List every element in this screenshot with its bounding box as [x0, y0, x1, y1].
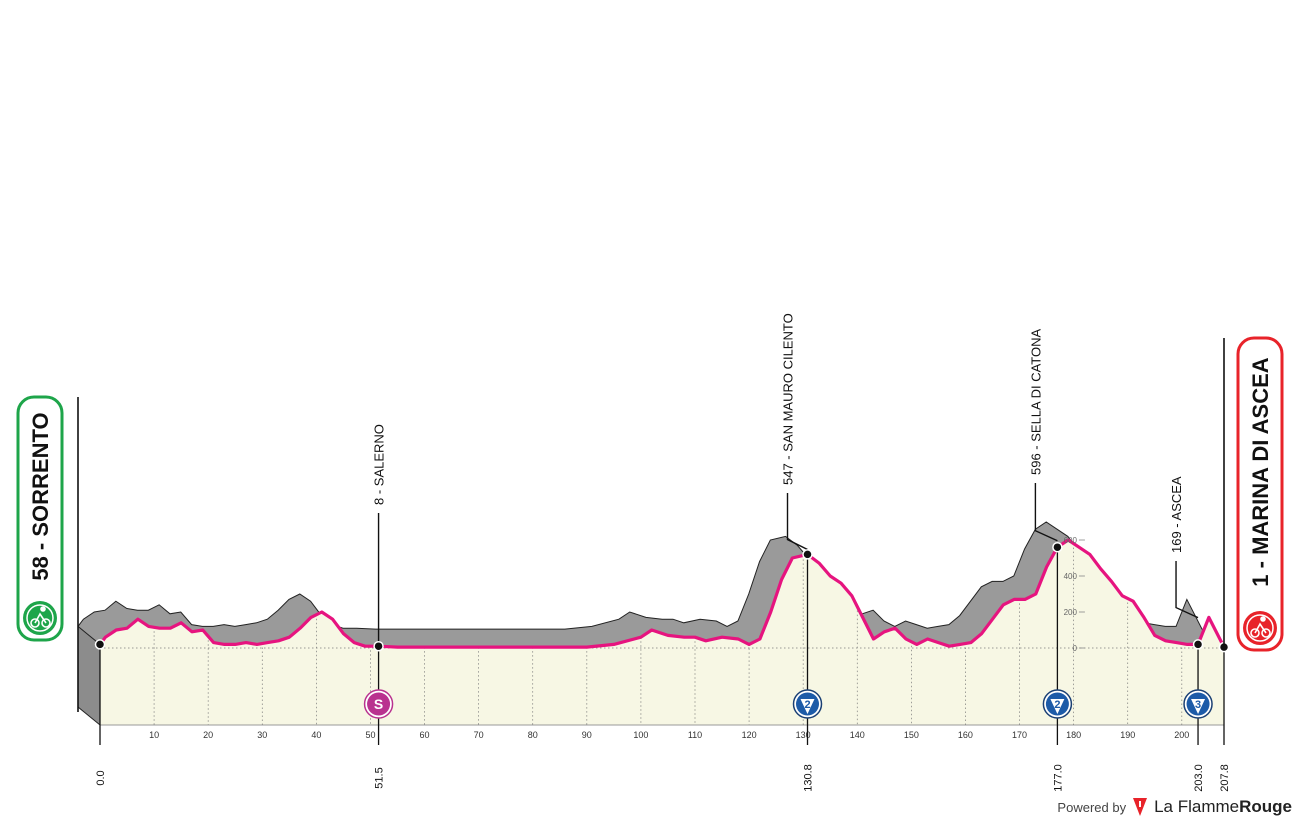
cyclist-body: [1254, 622, 1267, 634]
km-marker-dot: [373, 640, 384, 652]
x-tick-label: 160: [958, 730, 973, 740]
start-banner: 58 - SORRENTO: [16, 395, 64, 642]
km-marker-dot: [94, 639, 106, 650]
finish-banner-frame: [1236, 336, 1284, 652]
annotation-label: 169 - ASCEA: [1169, 476, 1184, 553]
y-axis: 0 200 400 600: [1064, 536, 1085, 653]
badge-label: 2: [804, 699, 810, 711]
x-tick-label: 10: [149, 730, 159, 740]
powered-by-label: Powered by: [1057, 799, 1127, 815]
start-banner-disc: [23, 601, 57, 635]
flame-logo-icon: [1133, 798, 1148, 816]
badge-triangle: [1191, 699, 1206, 714]
climb-annotations: 8 - SALERNO 547 - SAN MAURO CILENTO 596 - …: [372, 313, 1199, 647]
badge-disc: [367, 692, 391, 716]
y-tick-label: 0: [1072, 644, 1077, 653]
km-marker-label: 51.5: [374, 767, 386, 788]
brand-bold: Rouge: [1239, 797, 1292, 816]
climb-category-badge: 2: [792, 689, 823, 719]
x-tick-label: 80: [528, 730, 538, 740]
annotation-label: 8 - SALERNO: [372, 424, 387, 505]
x-tick-label: 70: [474, 730, 484, 740]
profile-line: [98, 538, 1226, 649]
start-finish-banners: 58 - SORRENTO 1 - MARINA DI ASCEA: [16, 336, 1284, 712]
x-tick-label: 190: [1120, 730, 1135, 740]
finish-banner-label: 1 - MARINA DI ASCEA: [1248, 357, 1273, 586]
km-marker-dot: [1052, 541, 1063, 553]
x-tick-label: 20: [203, 730, 213, 740]
y-tick-label: 400: [1064, 572, 1078, 581]
badge-triangle: [1050, 699, 1065, 714]
powered-by-footer: Powered by La FlammeRouge: [1057, 797, 1292, 817]
badge-label: 2: [1054, 699, 1060, 711]
brand-light: La Flamme: [1154, 797, 1240, 816]
x-tick-label: 200: [1174, 730, 1189, 740]
y-tick-label: 200: [1064, 608, 1078, 617]
x-tick-label: 40: [311, 730, 321, 740]
climb-category-badge: 3: [1183, 689, 1213, 719]
badge-triangle: [800, 699, 815, 714]
km-marker-label: 0.0: [95, 770, 107, 785]
annotation-leader: [1175, 561, 1199, 619]
brand-name: La FlammeRouge: [1154, 797, 1292, 817]
cyclist-icon: [1250, 616, 1271, 638]
km-marker-label: 130.8: [803, 764, 815, 792]
wheel-rear: [1250, 628, 1260, 638]
x-tick-label: 130: [796, 730, 811, 740]
annotation-label: 596 - SELLA DI CATONA: [1028, 328, 1043, 475]
cyclist-head: [1260, 616, 1266, 622]
cyclist-head: [40, 606, 46, 612]
x-tick-label: 180: [1066, 730, 1081, 740]
x-tick-label: 170: [1012, 730, 1027, 740]
km-marker-label: 203.0: [1193, 764, 1205, 792]
km-marker-label: 177.0: [1052, 764, 1064, 792]
km-marker-label: 207.8: [1219, 764, 1231, 792]
x-tick-label: 140: [850, 730, 865, 740]
climb-category-badge: 2: [1042, 689, 1073, 719]
wheel-front: [1261, 628, 1271, 638]
start-banner-ring: [26, 604, 54, 632]
x-tick-label: 150: [904, 730, 919, 740]
x-tick-label: 50: [365, 730, 375, 740]
profile-path: [98, 538, 1226, 649]
x-tick-label: 110: [688, 730, 702, 740]
cyclist-body: [34, 612, 47, 624]
x-axis: 10 20 30 40 50 60 70 80 90 100 110 120 130 140 150 160 1…: [149, 730, 1189, 740]
badge-label: S: [374, 696, 383, 712]
annotation-leader: [786, 493, 808, 551]
cyclist-icon: [30, 606, 51, 628]
km-marker-dot: [1192, 639, 1204, 650]
start-banner-frame: [16, 395, 64, 642]
finish-banner-ring: [1246, 614, 1274, 642]
finish-banner-disc: [1243, 611, 1277, 645]
x-tick-label: 120: [742, 730, 757, 740]
km-marker-dot: [802, 549, 813, 560]
start-banner-label: 58 - SORRENTO: [28, 412, 53, 580]
y-tick-label: 600: [1064, 536, 1078, 545]
profile-area: [100, 540, 1224, 726]
x-tick-label: 90: [582, 730, 592, 740]
annotation-leader: [1034, 483, 1058, 542]
wheel-front: [41, 618, 51, 628]
badge-label: 3: [1195, 699, 1201, 711]
finish-banner: 1 - MARINA DI ASCEA: [1236, 336, 1284, 652]
annotation-label: 547 - SAN MAURO CILENTO: [781, 313, 796, 485]
profile-fill: [100, 540, 1224, 725]
x-tick-label: 60: [420, 730, 430, 740]
km-markers: 0.0 51.5 S 130.8 2 177.0 2 203.0 3 207.8: [94, 541, 1231, 792]
x-tick-label: 30: [257, 730, 267, 740]
x-tick-label: 100: [633, 730, 648, 740]
sprint-badge: S: [363, 689, 394, 719]
wheel-rear: [30, 618, 40, 628]
